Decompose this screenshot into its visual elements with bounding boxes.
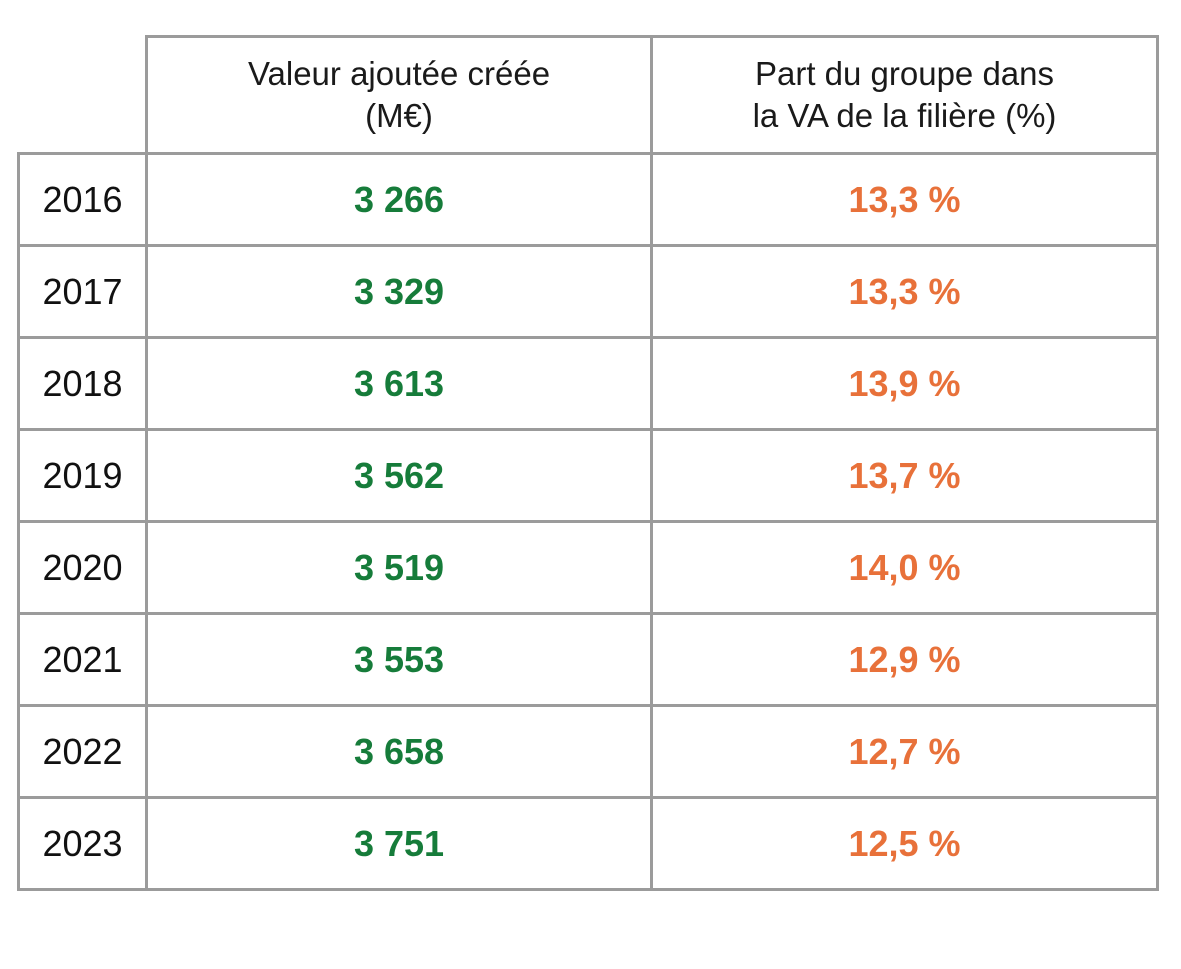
value-added-cell: 3 562 xyxy=(145,428,653,523)
table-row: 2021 3 553 12,9 % xyxy=(17,612,1159,707)
value-added-cell: 3 553 xyxy=(145,612,653,707)
group-share-cell: 12,7 % xyxy=(650,704,1159,799)
group-share-cell: 13,9 % xyxy=(650,336,1159,431)
year-cell: 2018 xyxy=(17,336,148,431)
table-header-row: Valeur ajoutée créée (M€) Part du groupe… xyxy=(18,35,1159,155)
year-cell: 2017 xyxy=(17,244,148,339)
year-cell: 2019 xyxy=(17,428,148,523)
header-group-share-line2: la VA de la filière (%) xyxy=(752,97,1057,134)
year-cell: 2022 xyxy=(17,704,148,799)
header-value-added: Valeur ajoutée créée (M€) xyxy=(145,35,653,155)
value-added-table: Valeur ajoutée créée (M€) Part du groupe… xyxy=(17,35,1159,891)
header-group-share: Part du groupe dans la VA de la filière … xyxy=(650,35,1159,155)
year-cell: 2023 xyxy=(17,796,148,891)
table-row: 2017 3 329 13,3 % xyxy=(17,244,1159,339)
header-value-added-line1: Valeur ajoutée créée xyxy=(247,55,551,92)
header-value-added-line2: (M€) xyxy=(365,97,433,134)
group-share-cell: 13,7 % xyxy=(650,428,1159,523)
table-row: 2023 3 751 12,5 % xyxy=(17,796,1159,891)
year-cell: 2020 xyxy=(17,520,148,615)
value-added-cell: 3 613 xyxy=(145,336,653,431)
table-row: 2022 3 658 12,7 % xyxy=(17,704,1159,799)
table-row: 2018 3 613 13,9 % xyxy=(17,336,1159,431)
group-share-cell: 12,5 % xyxy=(650,796,1159,891)
header-group-share-line1: Part du groupe dans xyxy=(754,55,1055,92)
year-cell: 2021 xyxy=(17,612,148,707)
value-added-cell: 3 266 xyxy=(145,152,653,247)
group-share-cell: 14,0 % xyxy=(650,520,1159,615)
table-row: 2016 3 266 13,3 % xyxy=(17,152,1159,247)
value-added-cell: 3 329 xyxy=(145,244,653,339)
group-share-cell: 13,3 % xyxy=(650,244,1159,339)
empty-corner-cell xyxy=(18,36,148,155)
value-added-cell: 3 519 xyxy=(145,520,653,615)
table-row: 2019 3 562 13,7 % xyxy=(17,428,1159,523)
table-row: 2020 3 519 14,0 % xyxy=(17,520,1159,615)
year-cell: 2016 xyxy=(17,152,148,247)
value-added-cell: 3 751 xyxy=(145,796,653,891)
value-added-cell: 3 658 xyxy=(145,704,653,799)
group-share-cell: 12,9 % xyxy=(650,612,1159,707)
group-share-cell: 13,3 % xyxy=(650,152,1159,247)
